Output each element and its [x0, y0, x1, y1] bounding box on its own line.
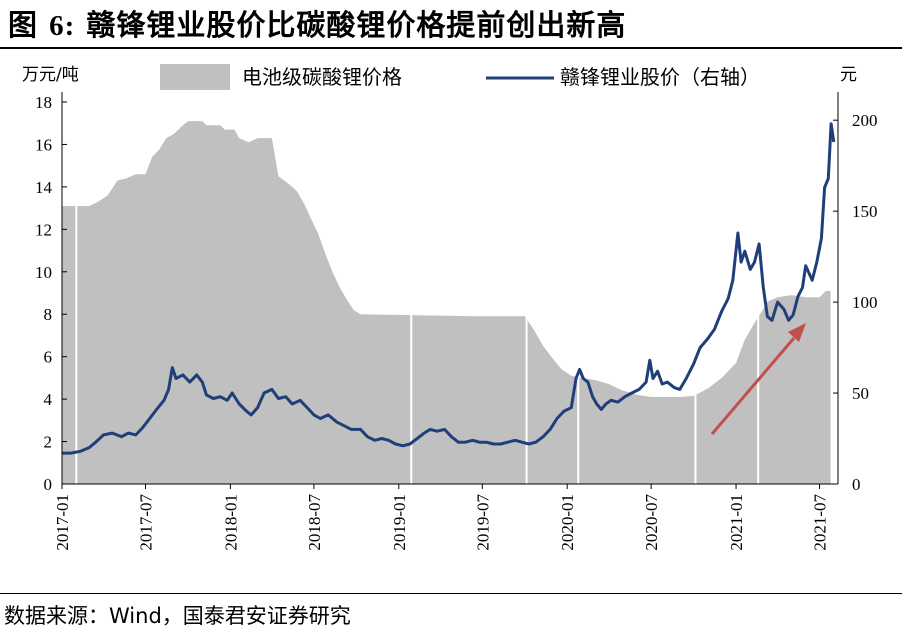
x-tick-label: 2020-01 — [558, 494, 577, 551]
x-tick-label: 2021-07 — [811, 494, 830, 551]
x-tick-label: 2017-07 — [137, 494, 156, 551]
source-note: 数据来源：Wind，国泰君安证券研究 — [4, 604, 351, 628]
left-tick-label: 16 — [35, 135, 52, 154]
left-tick-label: 10 — [35, 263, 52, 282]
x-tick-label: 2018-01 — [221, 494, 240, 551]
figure-title-text: 赣锋锂业股价比碳酸锂价格提前创出新高 — [75, 8, 627, 42]
lithium-carbonate-area — [62, 121, 831, 484]
left-tick-label: 14 — [35, 178, 53, 197]
x-tick-label: 2017-01 — [53, 494, 72, 551]
x-tick-label: 2019-07 — [473, 494, 492, 551]
left-tick-label: 4 — [44, 390, 53, 409]
left-tick-label: 6 — [44, 348, 53, 367]
left-tick-label: 2 — [44, 433, 53, 452]
left-tick-label: 12 — [35, 220, 52, 239]
x-tick-label: 2021-01 — [727, 494, 746, 551]
legend-area-swatch — [160, 64, 230, 90]
right-tick-label: 200 — [852, 111, 878, 130]
legend-line-label: 赣锋锂业股价（右轴） — [560, 65, 760, 89]
x-tick-label: 2020-07 — [642, 494, 661, 551]
right-tick-label: 100 — [852, 293, 878, 312]
left-tick-label: 0 — [44, 475, 53, 494]
source-rule — [0, 593, 902, 594]
left-tick-label: 18 — [35, 93, 52, 112]
x-tick-label: 2018-07 — [305, 494, 324, 551]
legend-area-label: 电池级碳酸锂价格 — [242, 65, 402, 89]
annotation-arrow-shaft — [710, 337, 796, 435]
right-tick-label: 0 — [852, 475, 861, 494]
figure-title-prefix: 图 — [8, 8, 50, 42]
chart: 0 2 4 6 8 10 12 14 16 18 0 50 100 150 200 2017-01 2017-0… — [22, 64, 878, 551]
annotation-arrow-head — [788, 323, 806, 342]
right-tick-label: 150 — [852, 202, 878, 221]
right-tick-label: 50 — [852, 384, 869, 403]
x-tick-label: 2019-01 — [390, 494, 409, 551]
left-tick-label: 8 — [44, 305, 53, 324]
left-axis-unit: 万元/吨 — [22, 65, 79, 85]
ganfeng-price-line — [62, 122, 836, 455]
right-axis-unit: 元 — [840, 65, 857, 85]
figure-title-number: 6: — [49, 10, 76, 42]
title-rule — [0, 47, 902, 49]
figure-title: 图 6: 赣锋锂业股价比碳酸锂价格提前创出新高 — [8, 2, 626, 44]
